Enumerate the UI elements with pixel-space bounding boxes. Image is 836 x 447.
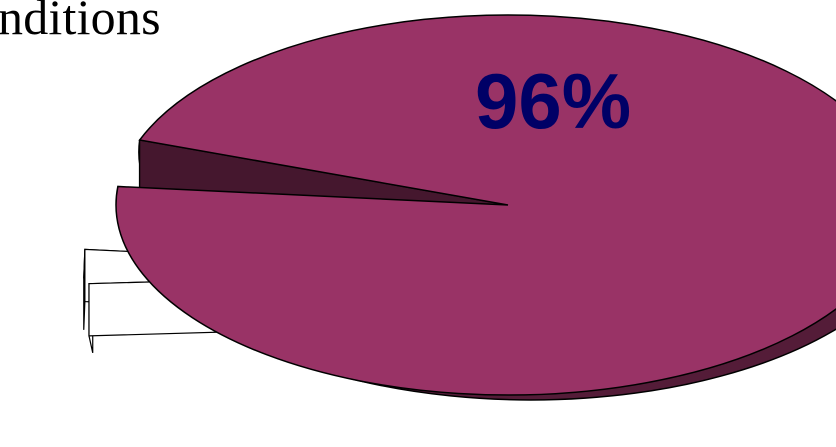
main-slice-group	[115, 14, 836, 401]
main-slice-top	[115, 14, 836, 396]
chart-title-fragment: nditions	[0, 0, 161, 45]
slice-label-main: 96%	[475, 57, 631, 145]
